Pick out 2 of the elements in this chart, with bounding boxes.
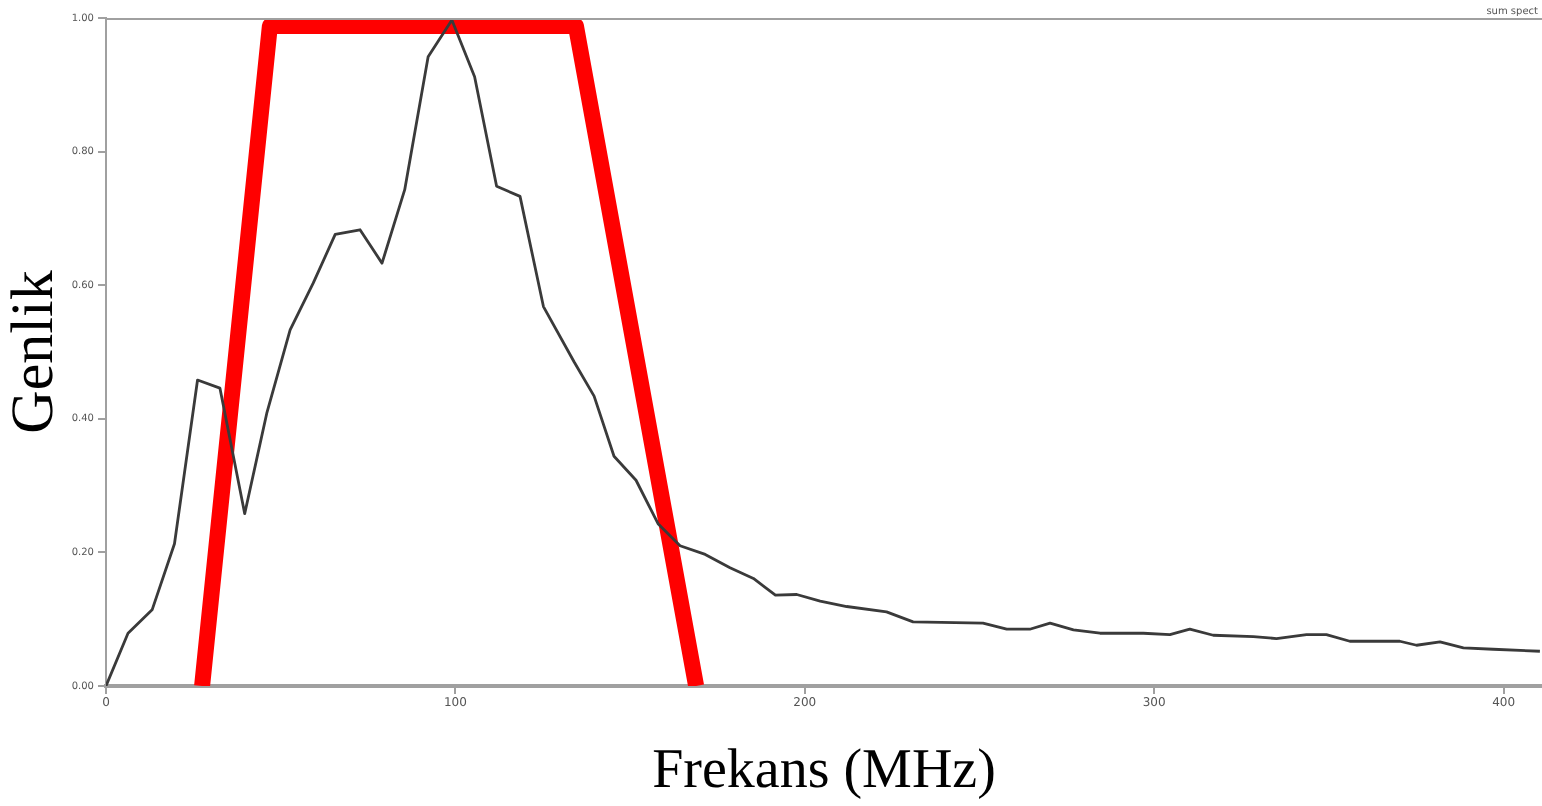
x-axis-title: Frekans (MHz) <box>652 739 996 802</box>
y-axis-title: Genlik <box>0 270 66 434</box>
